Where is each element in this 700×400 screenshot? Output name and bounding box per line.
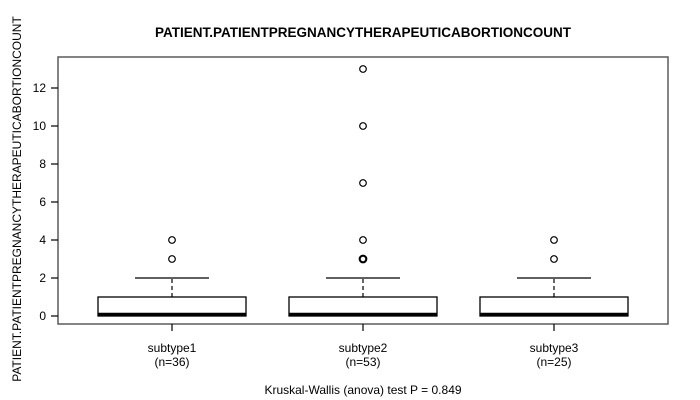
stat-test-annotation: Kruskal-Wallis (anova) test P = 0.849 [264, 383, 462, 397]
y-axis-tick-label: 4 [39, 233, 46, 247]
outlier-point-subtype2 [359, 179, 367, 187]
outlier-point-subtype2 [358, 254, 368, 264]
outlier-point-subtype2 [359, 236, 367, 244]
y-axis-tick-label: 8 [39, 157, 46, 171]
y-axis-tick-label: 6 [39, 195, 46, 209]
group-count-subtype1: (n=36) [154, 355, 189, 369]
chart-title: PATIENT.PATIENTPREGNANCYTHERAPEUTICABORT… [154, 25, 571, 40]
outlier-point-subtype1 [168, 255, 176, 263]
y-axis-label: PATIENT.PATIENTPREGNANCYTHERAPEUTICABORT… [10, 16, 24, 382]
outlier-point-subtype1 [168, 236, 176, 244]
group-count-subtype3: (n=25) [536, 355, 571, 369]
outlier-point-subtype3 [550, 236, 558, 244]
y-axis-tick-label: 12 [33, 81, 47, 95]
group-count-subtype2: (n=53) [345, 355, 380, 369]
outlier-point-subtype2 [359, 65, 367, 73]
outlier-point-subtype3 [550, 255, 558, 263]
y-axis-tick-label: 2 [39, 271, 46, 285]
outlier-point-subtype2 [359, 122, 367, 130]
plot-border [57, 56, 669, 325]
group-label-subtype1: subtype1 [148, 341, 197, 355]
y-axis-tick-label: 0 [39, 309, 46, 323]
group-label-subtype3: subtype3 [530, 341, 579, 355]
group-label-subtype2: subtype2 [339, 341, 388, 355]
y-axis-tick-label: 10 [33, 119, 47, 133]
